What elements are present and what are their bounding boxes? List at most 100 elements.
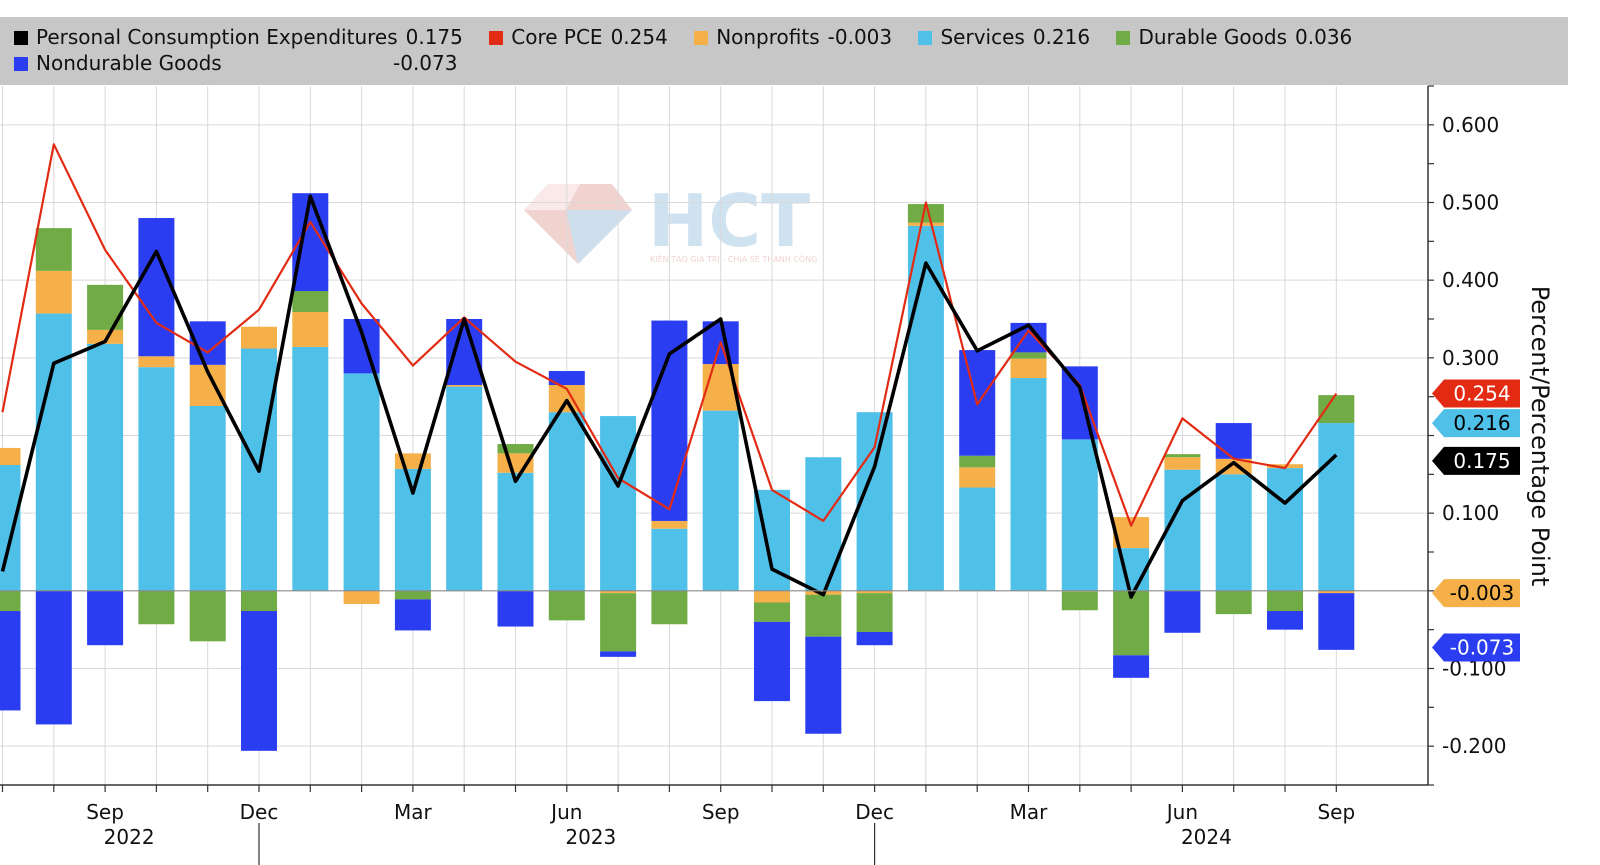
bar-services	[1061, 439, 1098, 591]
bar-services	[907, 225, 944, 591]
bar-durable-goods	[1010, 352, 1047, 359]
x-tick-label: Jun	[1165, 800, 1198, 824]
legend-row-1: Personal Consumption Expenditures 0.175 C…	[14, 25, 1568, 51]
bar-durable-goods	[805, 594, 842, 637]
legend-label-pce: Personal Consumption Expenditures	[36, 25, 398, 49]
watermark-brand: HCT	[648, 179, 810, 263]
end-label-core-pce: 0.254	[1432, 379, 1520, 408]
legend-label-core-pce: Core PCE	[511, 25, 603, 49]
bar-nonprofits	[959, 467, 996, 488]
legend-label-durable-goods: Durable Goods	[1138, 25, 1288, 49]
legend-value-core-pce: 0.254	[610, 25, 668, 49]
bar-durable-goods	[1267, 590, 1303, 612]
y-tick-label: 0.600	[1442, 113, 1499, 137]
x-tick-label: Mar	[1010, 800, 1049, 824]
bar-services	[1215, 474, 1252, 591]
watermark-tagline: KIẾN TẠO GIÁ TRỊ - CHIA SẺ THÀNH CÔNG	[650, 253, 817, 265]
x-year-label: 2024	[1181, 825, 1232, 849]
end-label-text: 0.175	[1453, 449, 1510, 473]
x-tick-label: Sep	[1317, 800, 1355, 824]
bar-nondurable-goods	[651, 320, 688, 521]
legend-label-nonprofits: Nonprofits	[716, 25, 820, 49]
end-label-tag	[1432, 446, 1520, 475]
x-tick-label: Sep	[702, 800, 740, 824]
bar-services	[343, 373, 380, 591]
end-label-services: 0.216	[1432, 409, 1520, 438]
bar-durable-goods	[754, 602, 790, 622]
series-lines	[0, 143, 1338, 599]
bar-services	[805, 457, 842, 591]
bar-nondurable-goods	[394, 599, 431, 631]
bar-services	[548, 412, 585, 591]
bar-durable-goods	[394, 590, 431, 600]
bar-durable-goods	[138, 590, 175, 625]
x-year-label: 2023	[565, 825, 616, 849]
legend-label-nondurable-goods: Nondurable Goods	[36, 51, 222, 75]
bar-nondurable-goods	[87, 590, 124, 646]
legend-value-nonprofits: -0.003	[827, 25, 893, 49]
legend-swatch-services	[918, 31, 933, 45]
bar-nonprofits	[1010, 358, 1047, 379]
bar-nondurable-goods	[1267, 611, 1303, 630]
bar-durable-goods	[1318, 395, 1355, 424]
x-year-label: 2022	[104, 825, 155, 849]
end-label-nondurable-goods: -0.073	[1432, 633, 1520, 662]
bar-durable-goods	[292, 291, 329, 313]
bar-nondurable-goods	[600, 651, 637, 657]
diamond-logo-icon	[524, 184, 632, 264]
bar-nonprofits	[0, 447, 21, 466]
bar-nonprofits	[87, 329, 124, 344]
bar-services	[1010, 378, 1047, 591]
end-label-personal-consumption-expenditures: 0.175	[1432, 446, 1520, 475]
bar-nondurable-goods	[497, 590, 534, 627]
bar-nonprofits	[856, 590, 893, 594]
legend-entry-pce: Personal Consumption Expenditures 0.175	[14, 25, 463, 49]
bar-durable-goods	[907, 204, 944, 223]
bar-nondurable-goods	[548, 371, 585, 386]
end-label-text: -0.073	[1450, 636, 1514, 660]
bar-nondurable-goods	[1318, 593, 1355, 650]
legend-swatch-nondurable-goods	[14, 57, 28, 71]
bar-services	[35, 313, 72, 591]
y-tick-label: -0.200	[1442, 734, 1506, 758]
end-label-nonprofits: -0.003	[1432, 579, 1520, 608]
bar-durable-goods	[651, 590, 688, 625]
bar-nondurable-goods	[856, 631, 893, 646]
bar-nonprofits	[241, 326, 277, 349]
bar-nondurable-goods	[241, 611, 277, 751]
x-tick-label: Jun	[549, 800, 582, 824]
bar-nonprofits	[343, 590, 380, 605]
legend-swatch-core-pce	[489, 31, 504, 45]
stacked-bars	[0, 193, 1355, 751]
bar-nondurable-goods	[1113, 655, 1150, 678]
hct-watermark: HCT KIẾN TẠO GIÁ TRỊ - CHIA SẺ THÀNH CÔN…	[524, 179, 817, 265]
bar-durable-goods	[87, 284, 124, 330]
x-tick-label: Dec	[240, 800, 279, 824]
end-value-labels: 0.254 0.216 0.175 -0.003 -0.073	[1432, 379, 1520, 662]
end-label-tag	[1432, 409, 1520, 438]
x-tick-label: Dec	[855, 800, 894, 824]
line-personal-consumption-expenditures	[0, 194, 1338, 599]
legend-swatch-pce	[14, 31, 28, 45]
bar-durable-goods	[189, 590, 226, 642]
chart-legend: Personal Consumption Expenditures 0.175 C…	[0, 17, 1568, 85]
bar-services	[1113, 548, 1150, 591]
bar-nonprofits	[651, 520, 688, 529]
legend-entry-services: Services 0.216	[918, 25, 1090, 49]
legend-entry-core-pce: Core PCE 0.254	[489, 25, 668, 49]
y-axis-title: Percent/Percentage Point	[1526, 286, 1554, 587]
bar-services	[0, 465, 21, 591]
bar-nondurable-goods	[35, 590, 72, 725]
bar-durable-goods	[600, 593, 637, 652]
legend-value-nondurable-goods: -0.073	[393, 51, 458, 75]
end-label-tag	[1432, 633, 1520, 662]
y-tick-label: 0.100	[1442, 501, 1499, 525]
bar-nonprofits	[1164, 457, 1201, 470]
bar-durable-goods	[548, 590, 585, 621]
end-label-text: -0.003	[1450, 581, 1514, 605]
end-label-tag	[1432, 579, 1520, 608]
bar-services	[1318, 423, 1355, 591]
bar-services	[446, 386, 483, 591]
bar-nonprofits	[907, 222, 944, 226]
